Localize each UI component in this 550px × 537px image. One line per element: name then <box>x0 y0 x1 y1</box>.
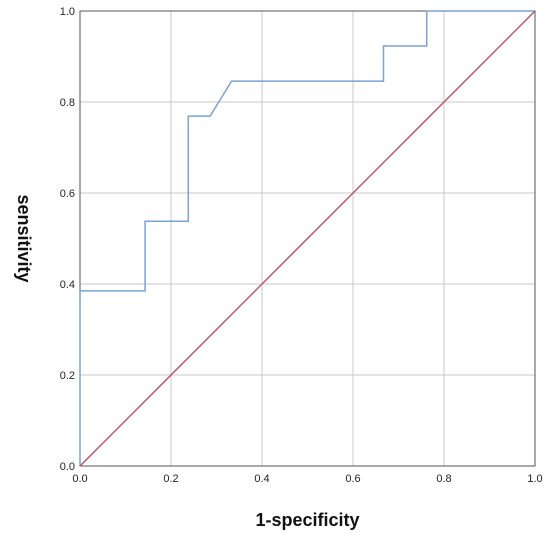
x-tick-label: 0.6 <box>345 473 360 485</box>
y-tick-label: 0.8 <box>60 97 75 109</box>
x-tick-labels: 0.0 0.2 0.4 0.6 0.8 1.0 <box>72 473 542 485</box>
plot-frame <box>79 10 536 467</box>
y-axis-title: sensitivity <box>14 194 34 282</box>
x-tick-label: 0.8 <box>436 473 451 485</box>
x-axis-title: 1-specificity <box>255 510 359 530</box>
series-lines <box>79 10 536 467</box>
y-tick-label: 0.4 <box>60 279 75 291</box>
y-tick-label: 0.6 <box>60 188 75 200</box>
y-tick-label: 0.2 <box>60 370 75 382</box>
x-tick-label: 0.2 <box>163 473 178 485</box>
y-tick-label: 1.0 <box>60 6 75 18</box>
reference-diagonal-line <box>79 10 536 467</box>
x-tick-label: 1.0 <box>527 473 542 485</box>
x-tick-label: 0.4 <box>254 473 269 485</box>
x-tick-label: 0.0 <box>72 473 87 485</box>
y-tick-labels: 0.0 0.2 0.4 0.6 0.8 1.0 <box>60 6 75 473</box>
y-tick-label: 0.0 <box>60 461 75 473</box>
roc-curve-line <box>79 10 535 466</box>
